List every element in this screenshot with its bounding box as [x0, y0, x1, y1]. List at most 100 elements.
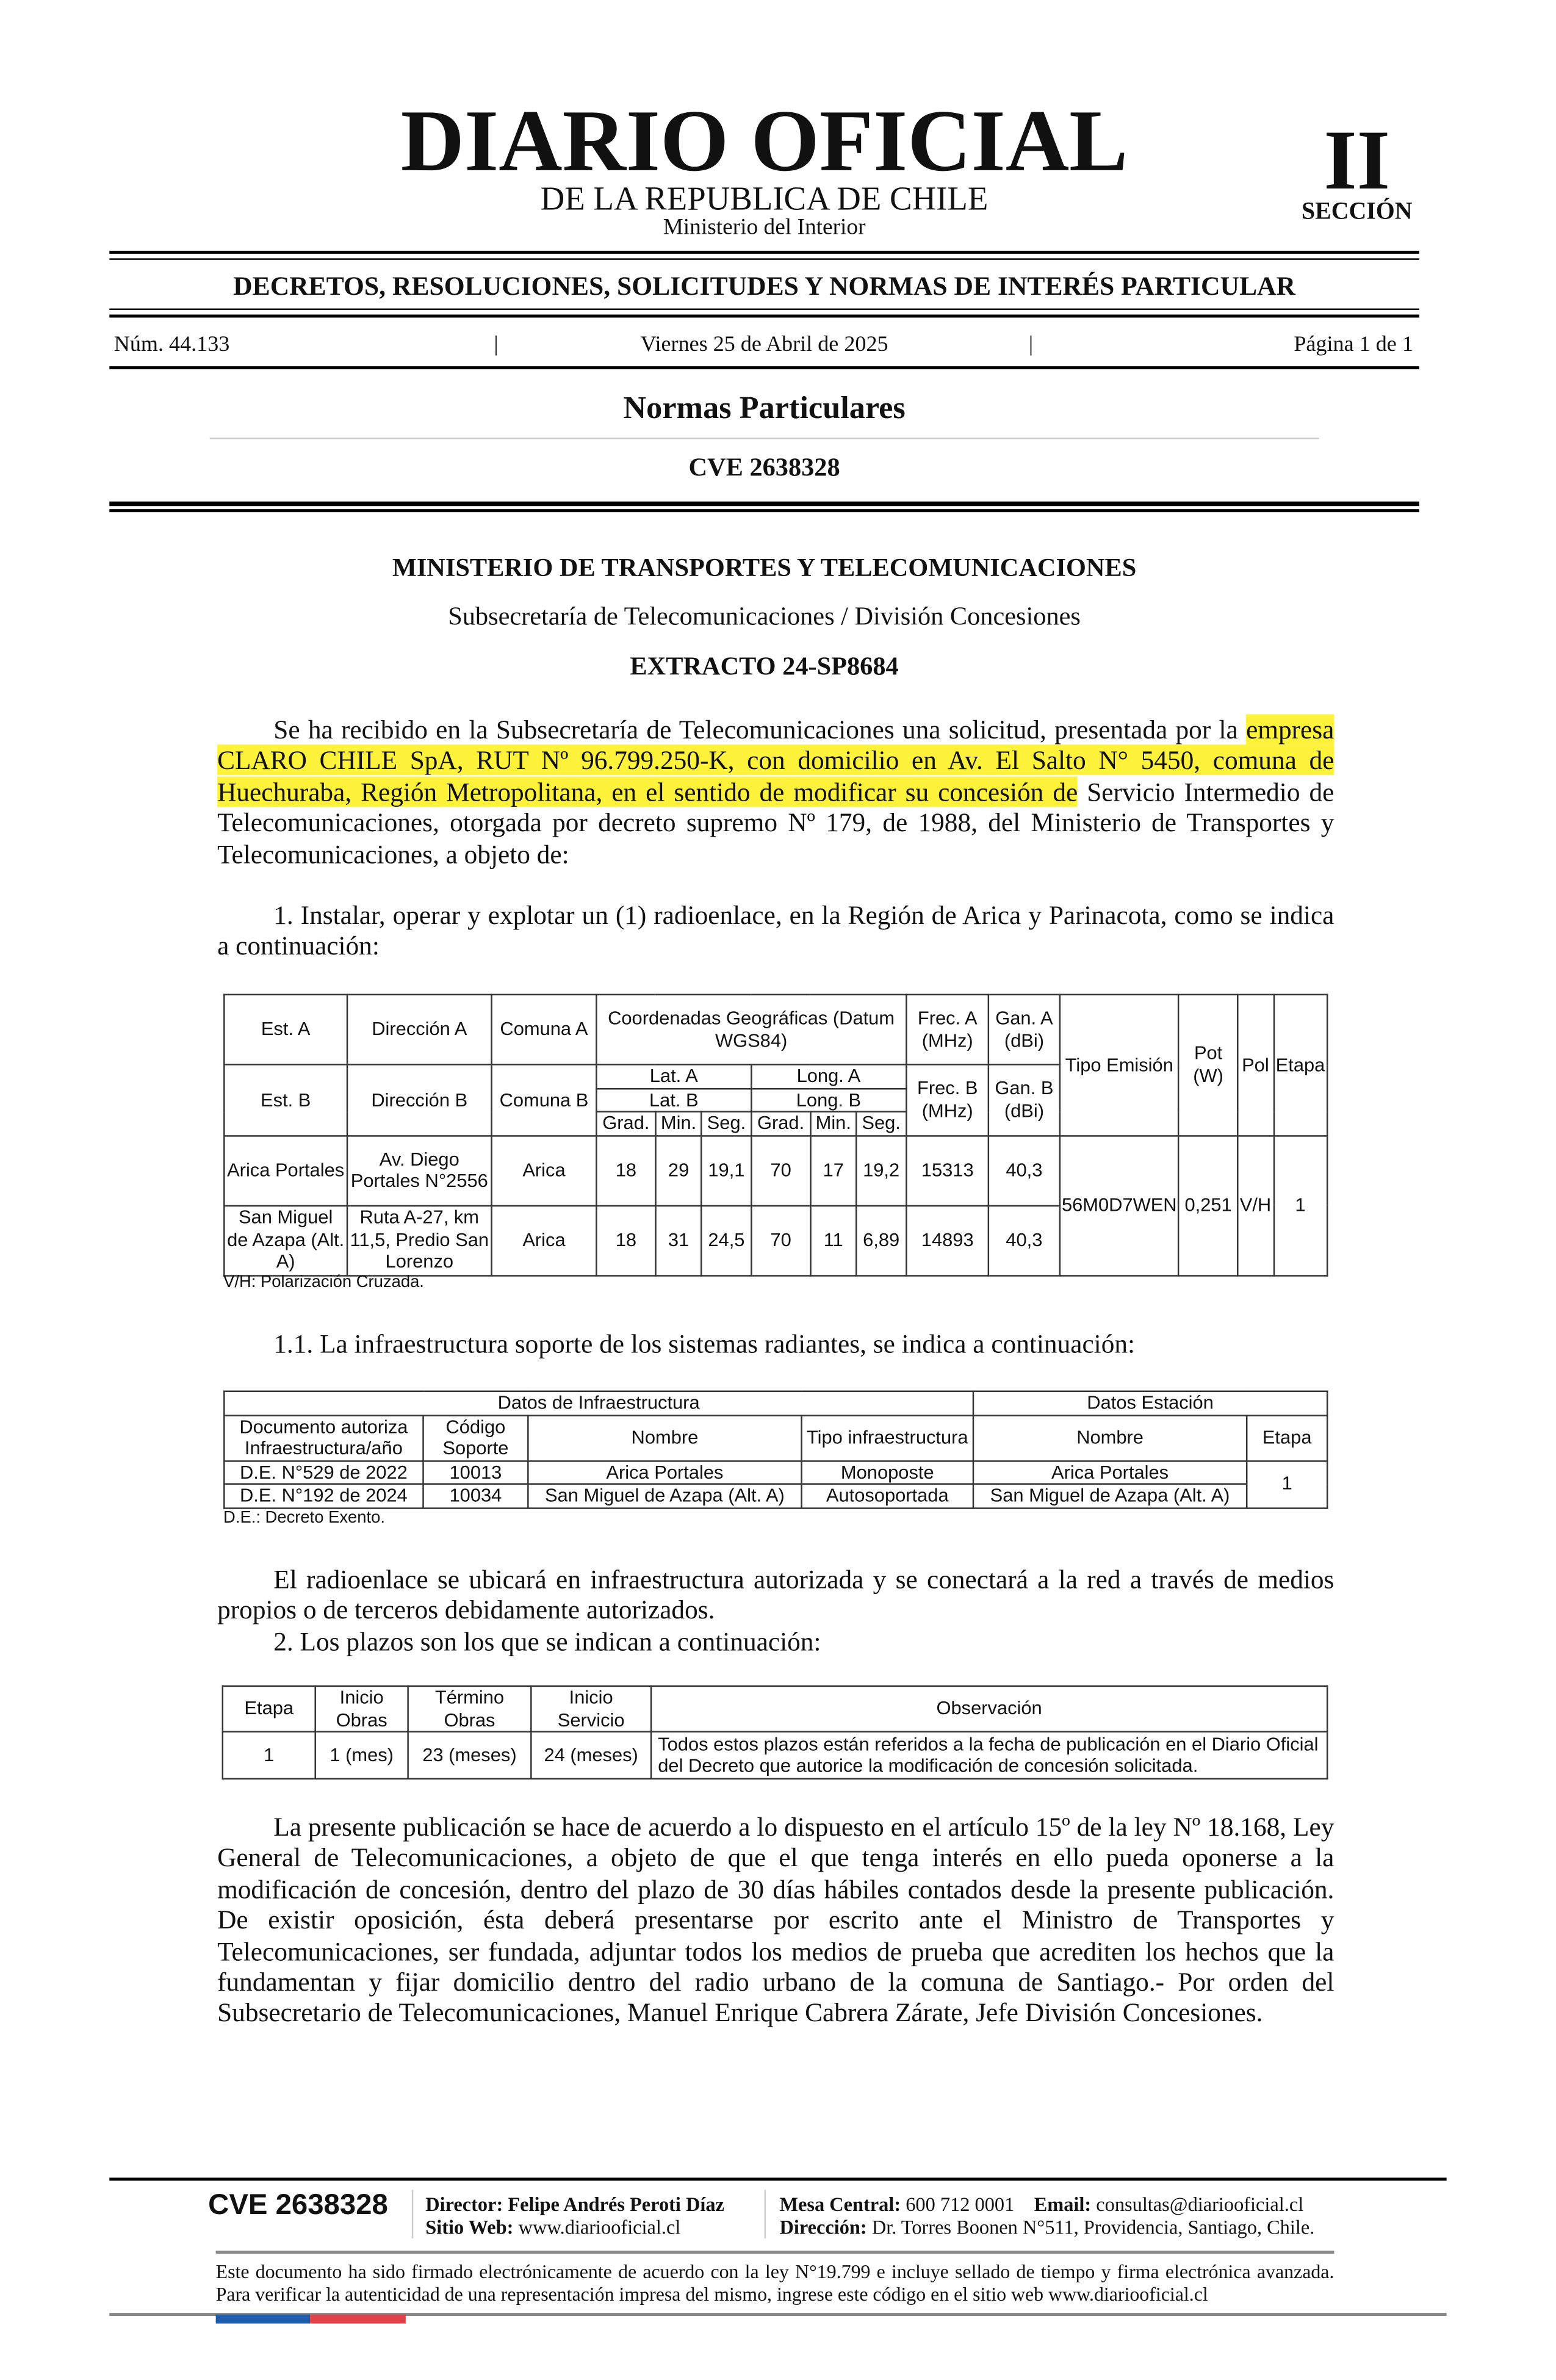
- table-row: D.E. N°529 de 2022 10013 Arica Portales …: [223, 1459, 1328, 1509]
- label: Dirección:: [779, 2215, 867, 2239]
- header-cell: Datos Estación: [972, 1390, 1328, 1416]
- header-cell: Long. A: [750, 1064, 907, 1089]
- item-2: 2. Los plazos son los que se indican a c…: [273, 1626, 821, 1657]
- infrastructure-table: Datos de Infraestructura Datos Estación …: [223, 1390, 1328, 1509]
- cell: Autosoportada: [801, 1483, 974, 1509]
- ministry-heading: MINISTERIO DE TRANSPORTES Y TELECOMUNICA…: [392, 553, 1137, 582]
- cell: 29: [655, 1134, 703, 1206]
- cell: 23 (meses): [407, 1731, 532, 1780]
- header-cell: Observación: [650, 1685, 1328, 1733]
- cell: 1: [222, 1731, 316, 1780]
- divider: [109, 509, 1419, 513]
- cell: San Miguel de Azapa (Alt. A): [223, 1204, 348, 1276]
- header-cell: Etapa: [1245, 1414, 1328, 1462]
- intro-text: Se ha recibido en la Subsecretaría de Te…: [273, 714, 1247, 745]
- legal-notice: Este documento ha sido firmado electróni…: [215, 2261, 1334, 2306]
- cell: 0,251: [1178, 1134, 1239, 1276]
- cell: 17: [809, 1134, 857, 1206]
- table-row: 1 1 (mes) 23 (meses) 24 (meses) Todos es…: [222, 1731, 1328, 1780]
- header-cell: Grad.: [596, 1111, 657, 1136]
- header-cell: Comuna A: [491, 993, 597, 1066]
- extract-heading: EXTRACTO 24-SP8684: [630, 652, 899, 681]
- header-cell: Documento autoriza Infraestructura/año: [223, 1414, 424, 1462]
- cell: 24 (meses): [530, 1731, 652, 1780]
- flag-bar-blue: [215, 2314, 311, 2324]
- cell: 19,2: [855, 1134, 907, 1206]
- header-cell: Lat. A: [596, 1064, 752, 1089]
- address: Dr. Torres Boonen N°511, Providencia, Sa…: [871, 2215, 1315, 2239]
- header-cell: Min.: [809, 1111, 857, 1136]
- header-cell: Dirección A: [346, 993, 492, 1066]
- cell: V/H: [1236, 1134, 1275, 1276]
- page-indicator: Página 1 de 1: [1294, 333, 1413, 358]
- deadlines-table: Etapa Inicio Obras Término Obras Inicio …: [222, 1685, 1328, 1780]
- divider: [109, 250, 1419, 254]
- divider: [109, 2313, 1447, 2315]
- phone: 600 712 0001: [906, 2193, 1015, 2216]
- footer-cve: CVE 2638328: [208, 2190, 388, 2222]
- divider: [109, 501, 1419, 507]
- header-cell: Etapa: [222, 1685, 316, 1733]
- table-row: D.E. N°192 de 2024 10034 San Miguel de A…: [223, 1483, 1327, 1509]
- table-note: D.E.: Decreto Exento.: [223, 1509, 385, 1527]
- cell: 70: [750, 1204, 812, 1276]
- cell: 1 (mes): [314, 1731, 409, 1780]
- separator: |: [1028, 333, 1034, 358]
- header-cell: Inicio Obras: [314, 1685, 409, 1733]
- header-cell: Seg.: [701, 1111, 752, 1136]
- cell: Todos estos plazos están referidos a la …: [650, 1731, 1328, 1780]
- header-cell: Lat. B: [596, 1087, 752, 1112]
- section-label: SECCIÓN: [1301, 199, 1413, 225]
- header-cell: Comuna B: [491, 1064, 597, 1136]
- header-cell: Término Obras: [407, 1685, 532, 1733]
- cell: D.E. N°192 de 2024: [223, 1483, 424, 1509]
- label: Email:: [1034, 2193, 1092, 2216]
- website-link[interactable]: www.diariooficial.cl: [518, 2215, 681, 2239]
- cell: 18: [596, 1134, 657, 1206]
- director-name: Felipe Andrés Peroti Díaz: [508, 2193, 724, 2216]
- cell: 15313: [905, 1134, 990, 1206]
- closing-paragraph: La presente publicación se hace de acuer…: [217, 1811, 1334, 2028]
- cell: 70: [750, 1134, 812, 1206]
- header-cell: Nombre: [972, 1414, 1248, 1462]
- divider: [109, 366, 1419, 369]
- item-1: 1. Instalar, operar y explotar un (1) ra…: [217, 900, 1334, 961]
- header-cell: Grad.: [750, 1111, 812, 1136]
- email-link[interactable]: consultas@diariooficial.cl: [1096, 2193, 1304, 2216]
- cell: Arica Portales: [527, 1459, 802, 1485]
- cell: 1: [1272, 1134, 1328, 1276]
- header-cell: Dirección B: [346, 1064, 492, 1136]
- cell: 40,3: [988, 1204, 1061, 1276]
- label: Director:: [425, 2193, 503, 2216]
- header-cell: Pol: [1236, 993, 1275, 1136]
- header-cell: Nombre: [527, 1414, 802, 1462]
- cell: San Miguel de Azapa (Alt. A): [527, 1483, 802, 1509]
- table-note: V/H: Polarización Cruzada.: [223, 1273, 424, 1292]
- cell: Arica Portales: [972, 1459, 1248, 1485]
- cell: 10013: [422, 1459, 529, 1485]
- radiolink-table: Est. A Dirección A Comuna A Coordenadas …: [223, 993, 1328, 1276]
- header-cell: Datos de Infraestructura: [223, 1390, 974, 1416]
- flag-bar-red: [310, 2314, 406, 2324]
- masthead-ministry: Ministerio del Interior: [663, 215, 866, 240]
- footer-director: Director: Felipe Andrés Peroti Díaz Sitio…: [425, 2193, 724, 2238]
- header-cell: Frec. B (MHz): [905, 1064, 990, 1136]
- cell: Av. Diego Portales N°2556: [346, 1134, 492, 1206]
- cell: 19,1: [701, 1134, 752, 1206]
- divider: [215, 2250, 1334, 2253]
- header-cell: Pot (W): [1178, 993, 1239, 1136]
- header-cell: Gan. B (dBi): [988, 1064, 1061, 1136]
- header-cell: Código Soporte: [422, 1414, 529, 1462]
- issue-date: Viernes 25 de Abril de 2025: [640, 333, 888, 358]
- header-cell: Est. B: [223, 1064, 348, 1136]
- cell: San Miguel de Azapa (Alt. A): [972, 1483, 1248, 1509]
- label: Sitio Web:: [425, 2215, 514, 2239]
- header-cell: Tipo Emisión: [1058, 993, 1180, 1136]
- cell: 1: [1245, 1459, 1328, 1509]
- cell: 40,3: [988, 1134, 1061, 1206]
- intro-paragraph: Se ha recibido en la Subsecretaría de Te…: [217, 714, 1334, 869]
- footer-contact: Mesa Central: 600 712 0001 Email: consul…: [779, 2193, 1314, 2238]
- divider: [109, 308, 1419, 311]
- cell: 18: [596, 1204, 657, 1276]
